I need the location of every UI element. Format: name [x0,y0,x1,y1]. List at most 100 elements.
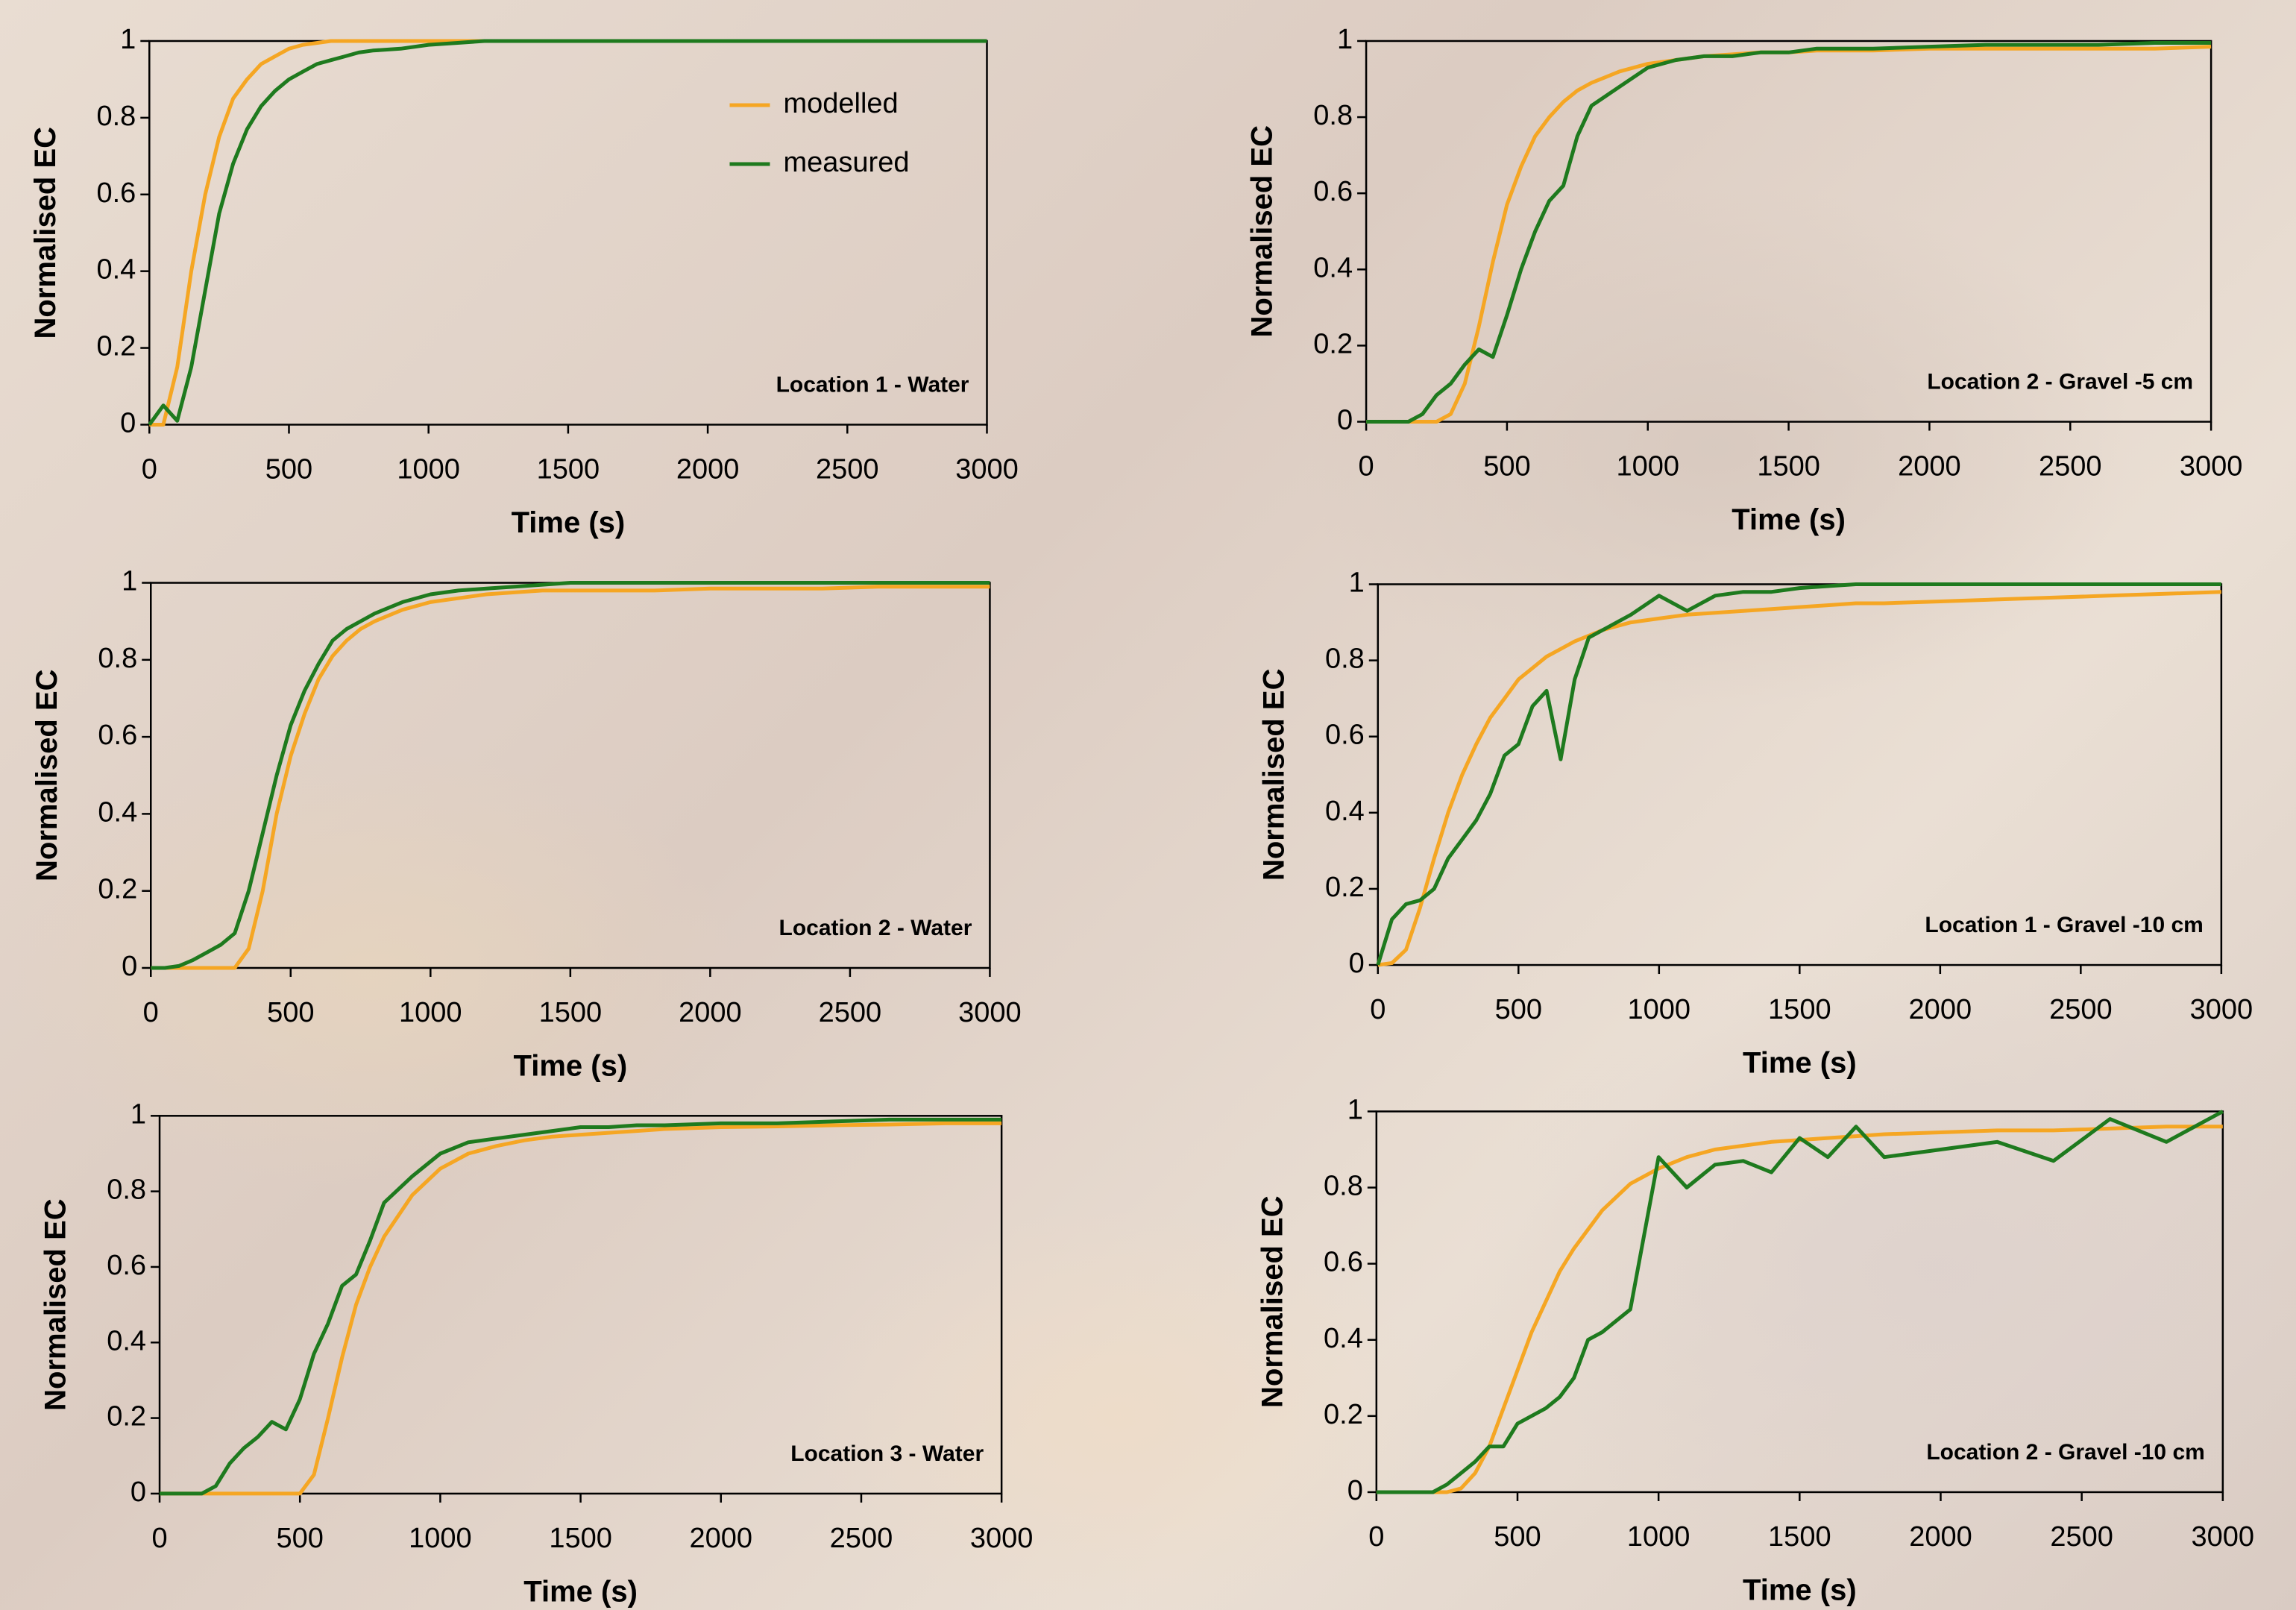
y-tick-label: 1 [122,566,137,597]
x-axis-title: Time (s) [514,1050,628,1083]
x-tick-label: 3000 [2190,994,2253,1025]
x-axis-title: Time (s) [1743,1574,1857,1607]
x-tick-label: 1500 [1757,451,1820,482]
y-tick-label: 0.4 [1324,1323,1363,1354]
y-tick-label: 0.8 [1325,644,1365,675]
y-tick-label: 0 [1337,405,1353,436]
x-tick-label: 500 [1495,994,1542,1025]
x-tick-label: 2500 [830,1523,893,1554]
plot-frame [1378,584,2221,965]
x-tick-label: 2000 [679,997,742,1028]
y-axis-title: Normalised EC [29,127,62,339]
y-tick-label: 0.6 [1324,1247,1363,1278]
x-tick-label: 2000 [676,453,740,485]
y-tick-label: 0.8 [1324,1171,1363,1202]
x-tick-label: 1000 [1628,994,1691,1025]
y-tick-label: 1 [1349,567,1365,599]
annotation: Location 2 - Gravel -10 cm [1926,1440,2204,1465]
x-tick-label: 3000 [2180,451,2243,482]
x-tick-label: 500 [267,997,314,1028]
y-tick-label: 1 [120,24,136,55]
x-axis-title: Time (s) [523,1575,638,1608]
x-axis-title: Time (s) [1743,1047,1857,1080]
x-tick-label: 1500 [537,453,600,485]
x-tick-label: 3000 [2192,1521,2255,1553]
data-line [1377,1111,2223,1492]
y-tick-label: 0.2 [107,1401,146,1433]
legend-label: measured [783,147,909,178]
x-tick-label: 2500 [2049,994,2113,1025]
y-tick-label: 0 [1349,948,1365,979]
x-tick-label: 2000 [1898,451,1961,482]
annotation: Location 2 - Water [779,916,972,940]
y-tick-label: 0.4 [1325,796,1365,827]
x-tick-label: 0 [143,997,159,1028]
y-tick-label: 0.6 [107,1250,146,1281]
x-tick-label: 3000 [958,997,1022,1028]
x-tick-label: 0 [1368,1521,1384,1553]
x-axis-title: Time (s) [1732,503,1846,536]
x-tick-label: 2000 [1909,994,1972,1025]
y-tick-label: 0.8 [96,101,136,132]
y-tick-label: 0 [122,951,137,982]
y-tick-label: 0.8 [1313,100,1353,131]
annotation: Location 3 - Water [790,1441,984,1466]
y-tick-label: 0 [120,407,136,438]
y-tick-label: 0.2 [98,874,137,905]
plot-frame [1377,1111,2223,1492]
x-tick-label: 1000 [399,997,462,1028]
data-line [1378,592,2221,965]
y-tick-label: 0.6 [98,720,137,751]
subplot: 0 0.2 0.4 0.6 0.8 1 0 500 1000 1500 2000 2500 3000 Ti… [1246,24,2243,536]
x-tick-label: 1000 [409,1523,472,1554]
x-tick-label: 2000 [689,1523,752,1554]
y-axis-title: Normalised EC [40,1198,72,1411]
chart-panel: 00.20.40.60.81050010001500200025003000Ti… [0,0,2296,1610]
x-tick-label: 500 [1483,451,1530,482]
y-tick-label: 0.6 [1313,176,1353,207]
x-axis-title: Time (s) [512,506,626,539]
y-tick-label: 0.4 [107,1325,146,1356]
x-tick-label: 2000 [1909,1521,1972,1553]
x-tick-label: 3000 [970,1523,1034,1554]
plot-frame [160,1116,1001,1494]
annotation: Location 1 - Water [776,372,969,397]
x-tick-label: 0 [151,1523,167,1554]
x-tick-label: 3000 [955,453,1019,485]
x-tick-label: 0 [1359,451,1374,482]
y-tick-label: 0.6 [96,177,136,209]
plot-frame [1366,41,2211,422]
y-tick-label: 0.2 [1325,872,1365,903]
x-tick-label: 500 [277,1523,324,1554]
y-axis-title: Normalised EC [1257,669,1290,881]
annotation: Location 1 - Gravel -10 cm [1925,913,2203,937]
page: {"chart_data": [ {"type": "line", "annot… [0,0,2296,1610]
annotation: Location 2 - Gravel -5 cm [1927,369,2193,394]
y-tick-label: 0.4 [1313,252,1353,283]
x-tick-label: 1500 [1768,1521,1831,1553]
x-tick-label: 2500 [2039,451,2102,482]
y-tick-label: 0.2 [96,331,136,362]
y-tick-label: 0.2 [1313,328,1353,359]
y-tick-label: 0.4 [96,254,136,286]
x-tick-label: 1000 [1616,451,1679,482]
data-line [1377,1127,2223,1492]
data-line [160,1123,1001,1494]
x-tick-label: 0 [142,453,157,485]
x-tick-label: 2500 [819,997,882,1028]
x-tick-label: 1500 [539,997,603,1028]
x-tick-label: 1000 [1627,1521,1690,1553]
y-tick-label: 0 [130,1477,146,1508]
data-line [151,583,990,969]
x-tick-label: 1500 [1768,994,1831,1025]
x-tick-label: 500 [1494,1521,1541,1553]
legend-label: modelled [783,88,898,119]
y-tick-label: 0.6 [1325,720,1365,751]
y-tick-label: 0.8 [107,1175,146,1206]
y-tick-label: 0 [1347,1475,1363,1506]
y-tick-label: 1 [1337,24,1353,55]
